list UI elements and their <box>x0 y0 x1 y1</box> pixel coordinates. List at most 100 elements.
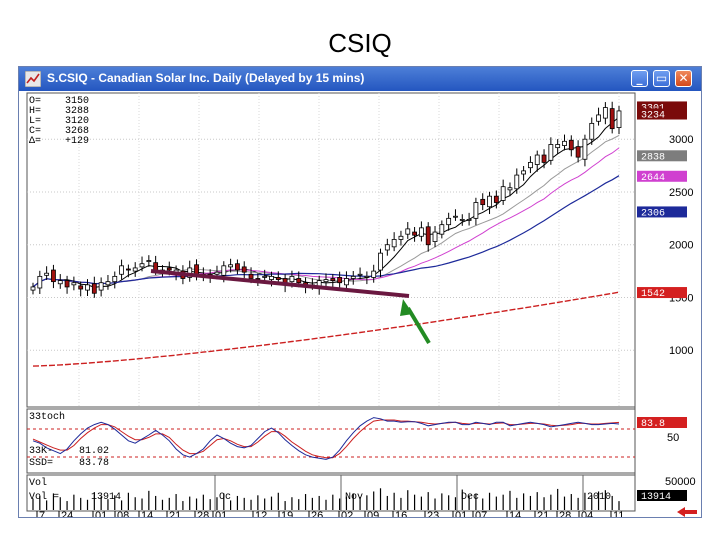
date-label: 14 <box>141 510 153 518</box>
ohlc-label: O= <box>29 96 41 107</box>
candle <box>418 221 424 242</box>
restore-button[interactable]: ▭ <box>653 70 670 87</box>
stoch-k-value: 81.02 <box>79 446 109 457</box>
date-label: 08 <box>117 510 129 518</box>
candle <box>439 220 445 239</box>
candle-body <box>391 239 397 248</box>
candle-body <box>589 122 595 140</box>
candle-body <box>480 198 486 206</box>
chart-app-icon <box>25 71 41 87</box>
candle-body <box>166 267 172 271</box>
candle-body <box>418 227 424 237</box>
candle <box>562 134 567 151</box>
price-tag-text: 2838 <box>641 152 665 163</box>
candle <box>51 264 56 289</box>
candle <box>616 105 622 135</box>
volume-title: Vol <box>29 477 47 489</box>
volume-value: 13914 <box>91 492 121 503</box>
candle-body <box>357 273 363 276</box>
candle-body <box>98 282 104 291</box>
candle <box>139 256 145 272</box>
candle-body <box>44 272 50 276</box>
candle-body <box>412 231 417 236</box>
candle-body <box>85 284 90 291</box>
candle <box>112 271 118 289</box>
ohlc-label: C= <box>29 126 41 137</box>
candle-body <box>521 170 527 175</box>
date-label: 7 <box>39 510 45 518</box>
candle-body <box>228 264 234 268</box>
candle <box>480 193 486 211</box>
candle <box>412 226 417 242</box>
date-label: 28 <box>197 510 209 518</box>
price-tag-text: 1542 <box>641 289 665 300</box>
candle <box>514 168 520 194</box>
price-tag-bg <box>637 108 687 120</box>
candle-body <box>296 278 302 284</box>
candle <box>568 135 574 157</box>
candle-body <box>91 283 97 294</box>
candle-body <box>473 202 479 219</box>
candle-body <box>139 263 145 268</box>
date-label: 28 <box>559 510 571 518</box>
minimize-button[interactable]: _ <box>631 70 648 87</box>
candle-body <box>364 275 370 278</box>
candle-body <box>344 278 349 286</box>
volume-tag <box>637 490 687 501</box>
candle <box>119 259 124 280</box>
date-label: 01 <box>215 510 227 518</box>
ohlc-value: +129 <box>65 136 89 147</box>
ohlc-value: 3268 <box>65 126 89 137</box>
candle <box>432 226 438 248</box>
candle <box>391 232 397 252</box>
candle <box>323 273 329 288</box>
price-axis-label: 2000 <box>669 240 693 252</box>
date-axis: 7 24 01 08 14 21 28 01 12 19 26 02 09 16 23 01 07 14 21 28 0… <box>36 510 624 518</box>
candle-body <box>609 108 615 130</box>
candle-body <box>248 273 254 279</box>
ohlc-label: Δ= <box>29 136 41 147</box>
candle-body <box>568 139 574 151</box>
stoch-tag-text: 83.8 <box>641 419 665 430</box>
candle <box>350 270 356 285</box>
candle-body <box>493 195 499 203</box>
candle-body <box>466 218 472 221</box>
candle-body <box>51 269 56 283</box>
candle-body <box>37 275 43 289</box>
stock-chart[interactable]: O= 3150 H= 3288 L= 3120 C= 3268 Δ= +129 3000 2500 2… <box>19 91 702 518</box>
candle-body <box>235 263 240 271</box>
window-titlebar[interactable]: S.CSIQ - Canadian Solar Inc. Daily (Dela… <box>19 67 701 91</box>
candle <box>575 140 581 163</box>
candle <box>602 102 608 125</box>
date-label: 12 <box>255 510 267 518</box>
date-label: 21 <box>537 510 549 518</box>
close-button[interactable]: ✕ <box>675 70 692 87</box>
candle <box>405 222 411 239</box>
date-label: 04 <box>581 510 593 518</box>
candle-body <box>487 195 492 208</box>
candle <box>493 190 499 209</box>
price-tag-text: 2306 <box>641 208 665 219</box>
candle <box>384 238 390 256</box>
price-tags: 330132342838264423061542 <box>637 101 687 300</box>
candle <box>487 191 492 215</box>
candle <box>85 279 90 297</box>
breakout-arrow-icon <box>400 299 431 345</box>
candle <box>398 230 404 246</box>
date-label: 23 <box>427 510 439 518</box>
candle-body <box>262 275 268 278</box>
candle-body <box>146 260 152 262</box>
candle-body <box>507 187 513 191</box>
candle-body <box>337 277 343 284</box>
ohlc-readout: O= 3150 H= 3288 L= 3120 C= 3268 Δ= +129 <box>29 96 89 147</box>
stoch-panel[interactable] <box>26 408 636 474</box>
scroll-left-arrow-icon[interactable] <box>677 507 697 517</box>
price-tag-bg <box>637 170 687 182</box>
candle-body <box>562 140 567 146</box>
candle-body <box>541 154 547 163</box>
candle <box>459 214 465 226</box>
price-axis-label: 3000 <box>669 134 693 146</box>
ohlc-label: H= <box>29 106 41 117</box>
candle-body <box>275 277 281 280</box>
price-tag-bg <box>637 150 687 162</box>
